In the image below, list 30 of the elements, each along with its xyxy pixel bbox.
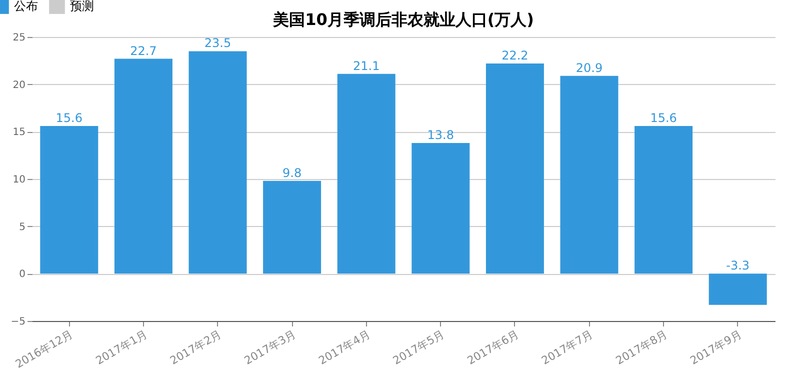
data-label: 21.1 bbox=[352, 58, 380, 73]
bar bbox=[188, 51, 247, 274]
legend-label: 公布 bbox=[14, 0, 38, 14]
data-label: 15.6 bbox=[650, 110, 677, 125]
bar bbox=[263, 180, 322, 274]
bar bbox=[486, 64, 544, 274]
bar bbox=[114, 58, 172, 274]
data-label: 13.8 bbox=[427, 128, 454, 142]
data-label: 15.6 bbox=[56, 110, 83, 125]
y-tick-label: 10 bbox=[12, 174, 26, 186]
y-tick-label: 0 bbox=[19, 269, 26, 280]
bar bbox=[560, 76, 618, 274]
data-label: 22.7 bbox=[130, 44, 157, 58]
y-tick-label: 25 bbox=[12, 32, 26, 44]
data-label: 20.9 bbox=[576, 60, 603, 75]
bar bbox=[708, 274, 767, 305]
y-tick-label: 15 bbox=[12, 127, 26, 138]
chart-title: 美国10月季调后非农就业人口(万人) bbox=[272, 10, 534, 29]
data-label: 23.5 bbox=[204, 36, 232, 50]
bar bbox=[412, 143, 470, 274]
y-tick-label: −5 bbox=[10, 316, 26, 328]
legend-label: 预测 bbox=[70, 0, 94, 14]
bar bbox=[40, 126, 98, 274]
data-label: 9.8 bbox=[282, 166, 302, 180]
data-label: 22.2 bbox=[502, 48, 528, 63]
y-tick-label: 5 bbox=[19, 222, 26, 233]
bar bbox=[337, 74, 396, 274]
y-tick-label: 20 bbox=[12, 80, 26, 91]
data-label: -3.3 bbox=[726, 258, 750, 273]
bar bbox=[634, 126, 693, 274]
